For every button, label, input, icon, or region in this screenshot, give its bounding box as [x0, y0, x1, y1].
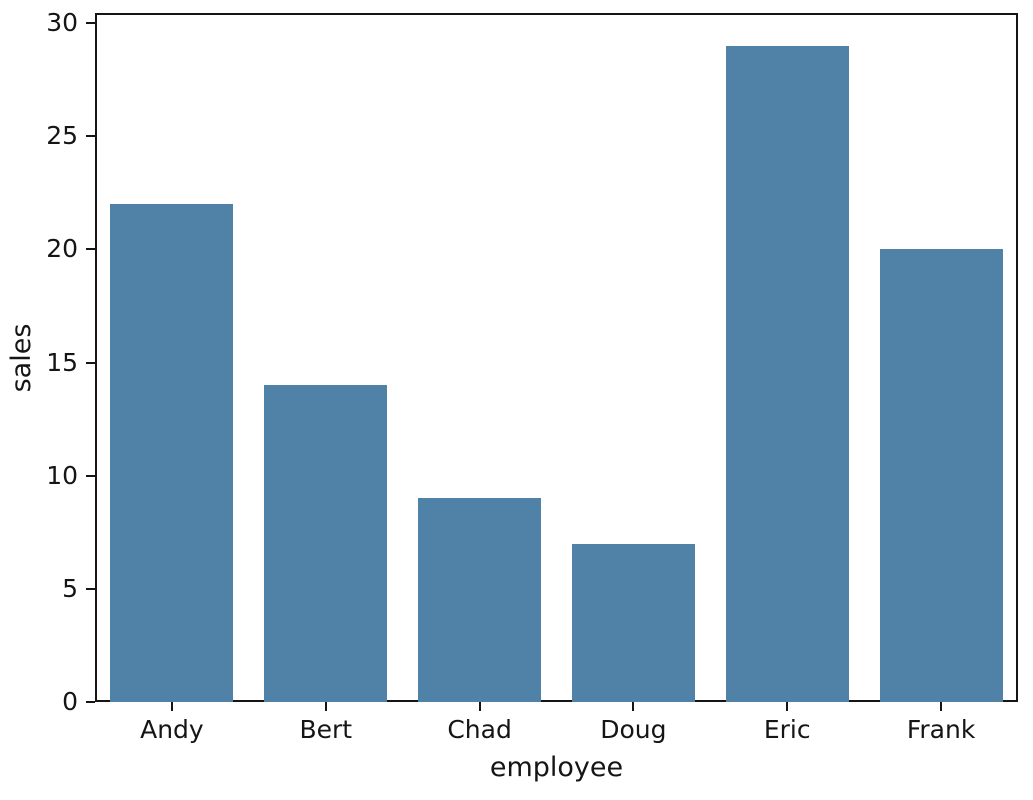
y-tick-label: 30 — [46, 8, 78, 38]
x-axis-label: employee — [489, 752, 624, 783]
x-tick-mark — [632, 702, 635, 711]
bar-bert — [264, 385, 387, 702]
y-tick-mark — [86, 587, 95, 590]
x-tick-label: Chad — [447, 715, 512, 744]
y-tick-mark — [86, 248, 95, 251]
x-tick-mark — [478, 702, 481, 711]
y-tick-label: 5 — [62, 573, 78, 603]
x-tick-label: Doug — [600, 715, 667, 744]
y-tick-label: 25 — [46, 121, 78, 151]
bar-frank — [880, 249, 1003, 702]
x-tick-label: Frank — [906, 715, 976, 744]
bar-andy — [110, 204, 233, 702]
y-tick-mark — [86, 701, 95, 703]
x-tick-mark — [940, 702, 943, 711]
bar-eric — [726, 46, 849, 702]
x-tick-label: Bert — [299, 715, 353, 744]
y-tick-label: 20 — [46, 234, 78, 264]
y-tick-mark — [86, 361, 95, 364]
y-tick-mark — [86, 135, 95, 138]
x-tick-label: Eric — [763, 715, 811, 744]
plot-area — [95, 13, 1018, 702]
y-tick-label: 10 — [46, 460, 78, 490]
y-tick-label: 0 — [62, 687, 78, 716]
y-tick-label: 15 — [46, 347, 78, 377]
y-tick-mark — [86, 474, 95, 477]
bar-doug — [572, 544, 695, 702]
y-tick-mark — [86, 22, 95, 25]
x-tick-mark — [324, 702, 327, 711]
x-tick-label: Andy — [140, 715, 204, 744]
bar-chad — [418, 498, 541, 702]
x-tick-mark — [170, 702, 173, 711]
x-tick-mark — [786, 702, 789, 711]
